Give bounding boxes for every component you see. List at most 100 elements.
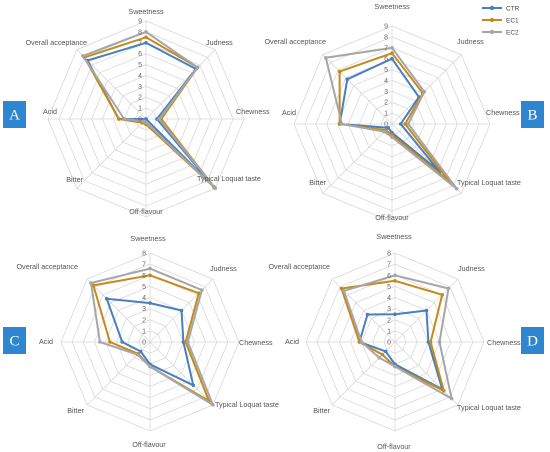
radar-axis-labels: Sweetness Judness Chewness Typical Loqua… bbox=[25, 7, 269, 216]
axis-label-off-flavour: Off-flavour bbox=[377, 442, 411, 451]
grid-spoke bbox=[322, 54, 393, 125]
panel-letter-b: B bbox=[527, 108, 537, 124]
axis-label-bitter: Bitter bbox=[313, 406, 330, 415]
tick-label: 3 bbox=[387, 306, 391, 313]
axis-label-judness: Judness bbox=[458, 264, 485, 273]
tick-label: 7 bbox=[138, 40, 142, 47]
data-point-ctr bbox=[138, 349, 143, 354]
data-point-ec1 bbox=[440, 293, 445, 297]
data-point-ec2 bbox=[98, 340, 102, 344]
radar-series-group bbox=[324, 46, 459, 191]
tick-label: 8 bbox=[384, 34, 388, 41]
data-point-ctr bbox=[424, 308, 429, 313]
data-point-ec2 bbox=[406, 122, 411, 126]
data-point-ec2 bbox=[200, 288, 204, 292]
axis-label-chewness: Chewness bbox=[236, 107, 270, 116]
data-point-ec2 bbox=[446, 286, 451, 291]
tick-label: 0 bbox=[138, 117, 142, 124]
panel-badge-bg bbox=[521, 327, 544, 354]
panel-badge-bg bbox=[3, 101, 26, 128]
data-point-ctr bbox=[191, 383, 196, 388]
tick-label: 4 bbox=[387, 295, 391, 302]
radar-panel-b: 0 1 2 3 4 5 6 7 8 9 Sweetness Judness Chewness Ty… bbox=[264, 2, 544, 223]
tick-label: 2 bbox=[138, 95, 142, 102]
radar-axis-labels: Sweetness Judness Chewness Typical Loqua… bbox=[264, 2, 520, 222]
axis-label-off-flavour: Off-flavour bbox=[132, 440, 166, 449]
data-point-ec2 bbox=[148, 364, 152, 369]
data-point-ec1 bbox=[337, 69, 342, 74]
grid-spoke bbox=[145, 49, 216, 120]
data-point-ec2 bbox=[359, 340, 364, 344]
axis-label-bitter: Bitter bbox=[309, 178, 326, 187]
data-point-ec2 bbox=[135, 352, 140, 357]
tick-label: 8 bbox=[387, 251, 391, 258]
panel-badge-bg bbox=[521, 101, 544, 128]
axis-label-sweetness: Sweetness bbox=[130, 234, 166, 243]
data-point-ec2 bbox=[393, 273, 397, 278]
data-point-ctr bbox=[386, 126, 391, 130]
data-point-ec1 bbox=[442, 389, 446, 393]
radar-tick-labels: 0 1 2 3 4 5 6 7 8 9 bbox=[384, 24, 388, 129]
data-point-ec2 bbox=[213, 186, 218, 191]
data-point-ctr bbox=[144, 41, 148, 45]
data-point-ec2 bbox=[390, 135, 394, 139]
grid-spoke bbox=[149, 341, 214, 406]
series-line-ctr bbox=[338, 57, 441, 173]
panel-letter-c: C bbox=[9, 334, 19, 350]
data-point-ctr bbox=[144, 117, 148, 121]
data-point-ec2 bbox=[89, 281, 93, 285]
radar-series-group bbox=[89, 266, 215, 407]
tick-label: 5 bbox=[138, 62, 142, 69]
axis-label-off-flavour: Off-flavour bbox=[375, 213, 409, 222]
data-point-ec1 bbox=[144, 35, 148, 40]
panel-badge-d: D bbox=[521, 327, 544, 354]
tick-label: 5 bbox=[387, 284, 391, 291]
legend-marker-ec2 bbox=[489, 29, 495, 35]
data-point-ec2 bbox=[437, 340, 442, 344]
data-point-ec2 bbox=[144, 30, 148, 34]
legend-marker-ec1 bbox=[489, 17, 495, 23]
tick-label: 2 bbox=[142, 317, 146, 324]
data-point-ctr bbox=[148, 301, 152, 305]
radar-axis-labels: Sweetness Judness Chewness Typical Loqua… bbox=[268, 232, 520, 451]
axis-label-sweetness: Sweetness bbox=[374, 2, 410, 11]
data-point-ec2 bbox=[186, 340, 190, 344]
tick-label: 1 bbox=[138, 106, 142, 113]
tick-label: 4 bbox=[138, 73, 142, 80]
legend-label-ctr: CTR bbox=[506, 6, 520, 13]
axis-label-typical-loquat-taste: Typical Loquat taste bbox=[197, 174, 261, 183]
tick-label: 9 bbox=[384, 24, 388, 31]
tick-label: 3 bbox=[138, 84, 142, 91]
data-point-ec1 bbox=[428, 340, 433, 344]
axis-label-overall-acceptance: Overall acceptance bbox=[268, 262, 330, 271]
tick-label: 4 bbox=[384, 78, 388, 85]
data-point-ec2 bbox=[141, 119, 146, 124]
tick-label: 9 bbox=[138, 19, 142, 26]
axis-label-off-flavour: Off-flavour bbox=[129, 207, 163, 216]
axis-label-judness: Judness bbox=[210, 264, 237, 273]
radar-panel-c: 0 1 2 3 4 5 6 7 8 Sweetness Judness Chewness Typ… bbox=[3, 234, 279, 449]
tick-label: 1 bbox=[387, 328, 391, 335]
grid-spoke bbox=[76, 118, 147, 189]
grid-spoke bbox=[394, 341, 459, 406]
data-point-ec2 bbox=[342, 289, 346, 293]
data-point-ctr bbox=[104, 296, 109, 301]
radar-series-group bbox=[339, 273, 454, 401]
tick-label: 3 bbox=[384, 89, 388, 96]
grid-spoke bbox=[322, 123, 393, 194]
data-point-ec2 bbox=[122, 117, 126, 121]
data-point-ec2 bbox=[195, 65, 200, 70]
data-point-ec2 bbox=[393, 364, 397, 369]
tick-label: 0 bbox=[384, 122, 388, 129]
data-point-ec2 bbox=[324, 56, 328, 60]
tick-label: 6 bbox=[142, 273, 146, 280]
axis-label-judness: Judness bbox=[457, 37, 484, 46]
axis-label-typical-loquat-taste: Typical Loquat taste bbox=[215, 400, 279, 409]
axis-label-overall-acceptance: Overall acceptance bbox=[264, 37, 326, 46]
data-point-ec1 bbox=[117, 117, 121, 121]
data-point-ec1 bbox=[339, 286, 344, 291]
axis-label-overall-acceptance: Overall acceptance bbox=[16, 262, 78, 271]
axis-label-acid: Acid bbox=[39, 337, 53, 346]
axis-label-chewness: Chewness bbox=[486, 108, 520, 117]
legend-label-ec2: EC2 bbox=[506, 30, 519, 37]
